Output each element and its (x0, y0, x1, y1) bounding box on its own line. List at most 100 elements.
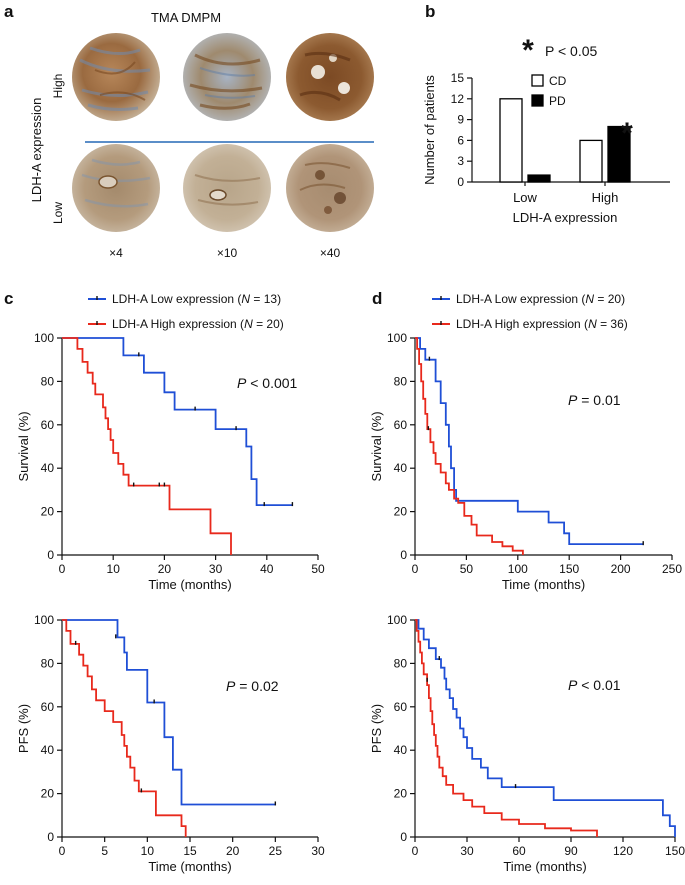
x-tick-label: 20 (158, 562, 172, 576)
y-tick-label: 80 (41, 656, 55, 670)
bar-cd-low (499, 98, 523, 183)
legend-n-value: = 20) (253, 317, 284, 331)
x-tick-label: 100 (508, 562, 528, 576)
legend-swatch-pd (531, 94, 544, 107)
p-value-rest: < 0.001 (246, 375, 297, 391)
y-tick-label: 0 (400, 548, 407, 562)
y-tick-label: 80 (41, 374, 55, 388)
y-tick-label: 20 (394, 787, 408, 801)
legend-n-label: N (585, 292, 594, 306)
y-tick-label: 60 (394, 418, 408, 432)
p-value-prefix: P (568, 392, 578, 408)
x-axis-label: Time (months) (148, 577, 231, 592)
x-tick-label: 20 (226, 844, 240, 858)
panel-letter-a: a (4, 2, 14, 21)
micro-image-low-x40 (286, 144, 374, 232)
y-tick-label: 100 (34, 613, 54, 627)
km-curve-low (62, 619, 276, 806)
y-tick-label: 100 (34, 331, 54, 345)
p-value-prefix: P (226, 678, 236, 694)
y-axis-label: PFS (%) (369, 704, 384, 753)
micro-image-low-x4 (72, 144, 160, 232)
bar-pd-low (527, 174, 551, 183)
p-value-prefix: P (568, 677, 578, 693)
row-label-low: Low (51, 202, 65, 224)
significance-star-high: * (621, 117, 633, 150)
y-tick-label: 40 (41, 743, 55, 757)
micro-image-high-x40 (286, 33, 374, 121)
legend-n-value: = 13) (250, 292, 281, 306)
km-curve-high (62, 337, 232, 555)
significance-star-title: * (522, 34, 534, 67)
y-tick-label: 0 (47, 548, 54, 562)
y-tick-label: 20 (41, 787, 55, 801)
km-curve-high (415, 619, 598, 837)
x-axis-label: Time (months) (148, 859, 231, 874)
row-label-high: High (51, 74, 65, 99)
mag-label-x4: ×4 (109, 246, 123, 260)
y-tick-label: 100 (387, 331, 407, 345)
x-tick-label: 60 (512, 844, 526, 858)
p-value-annotation: P = 0.01 (568, 392, 621, 408)
y-tick-label: 15 (451, 71, 465, 85)
chart-c-os: 0 20 40 60 80 100 0 10 20 30 40 50 c Survival (%) Time… (4, 289, 325, 592)
bar-pd-high (607, 125, 631, 183)
y-tick-label: 40 (394, 461, 408, 475)
y-tick-label: 60 (41, 700, 55, 714)
p-value-rest: < 0.01 (577, 677, 620, 693)
micro-image-high-x10 (183, 33, 271, 121)
y-tick-label: 100 (387, 613, 407, 627)
y-tick-label: 60 (41, 418, 55, 432)
x-tick-label: 40 (260, 562, 274, 576)
x-axis-label: Time (months) (503, 859, 586, 874)
panel-letter-d: d (372, 289, 382, 308)
p-value-annotation: P < 0.01 (568, 677, 621, 693)
panel-letter-b: b (425, 2, 435, 21)
x-tick-label: 15 (183, 844, 197, 858)
mag-label-x40: ×40 (320, 246, 341, 260)
km-curve-low (415, 337, 644, 545)
p-value-annotation: P < 0.05 (545, 43, 598, 59)
p-value-rest: = 0.01 (577, 392, 620, 408)
x-tick-label: 150 (559, 562, 579, 576)
legend-label-pd: PD (549, 94, 566, 108)
panel-a: a TMA DMPM LDH-A expression High Low (4, 2, 374, 260)
legend-label-high: LDH-A High expression (N = 36) (456, 317, 628, 331)
legend-n-label: N (244, 317, 253, 331)
x-category-label: High (592, 190, 619, 205)
x-category-label: Low (513, 190, 537, 205)
x-tick-label: 0 (59, 844, 66, 858)
y-tick-label: 20 (394, 505, 408, 519)
legend-n-label: N (241, 292, 250, 306)
y-axis-label: Survival (%) (369, 411, 384, 481)
p-value-rest: = 0.02 (235, 678, 278, 694)
y-tick-label: 20 (41, 505, 55, 519)
legend-name: LDH-A High expression ( (112, 317, 244, 331)
legend-label-cd: CD (549, 74, 567, 88)
chart-d-os: 0 20 40 60 80 100 0 50 100 150 200 250 d Survival (%)… (369, 289, 682, 592)
p-value-annotation: P = 0.02 (226, 678, 279, 694)
y-tick-label: 0 (400, 830, 407, 844)
legend-n-label: N (588, 317, 597, 331)
x-tick-label: 0 (412, 844, 419, 858)
chart-c-pfs: 0 20 40 60 80 100 0 5 10 15 20 25 30 PFS (%) Time (mon… (16, 613, 325, 874)
y-tick-label: 0 (47, 830, 54, 844)
legend-name: LDH-A Low expression ( (456, 292, 585, 306)
y-tick-label: 9 (457, 113, 464, 127)
x-tick-label: 120 (613, 844, 633, 858)
x-tick-label: 50 (460, 562, 474, 576)
panel-letter-c: c (4, 289, 13, 308)
x-axis-label: Time (months) (502, 577, 585, 592)
micro-image-high-x4 (72, 33, 160, 121)
x-tick-label: 10 (141, 844, 155, 858)
y-tick-label: 0 (457, 175, 464, 189)
bar-cd-high (579, 139, 603, 183)
y-tick-label: 80 (394, 656, 408, 670)
y-tick-label: 12 (451, 92, 465, 106)
x-tick-label: 30 (460, 844, 474, 858)
p-value-annotation: P < 0.001 (237, 375, 298, 391)
mag-label-x10: ×10 (217, 246, 238, 260)
legend-n-value: = 20) (594, 292, 625, 306)
x-tick-label: 30 (209, 562, 223, 576)
